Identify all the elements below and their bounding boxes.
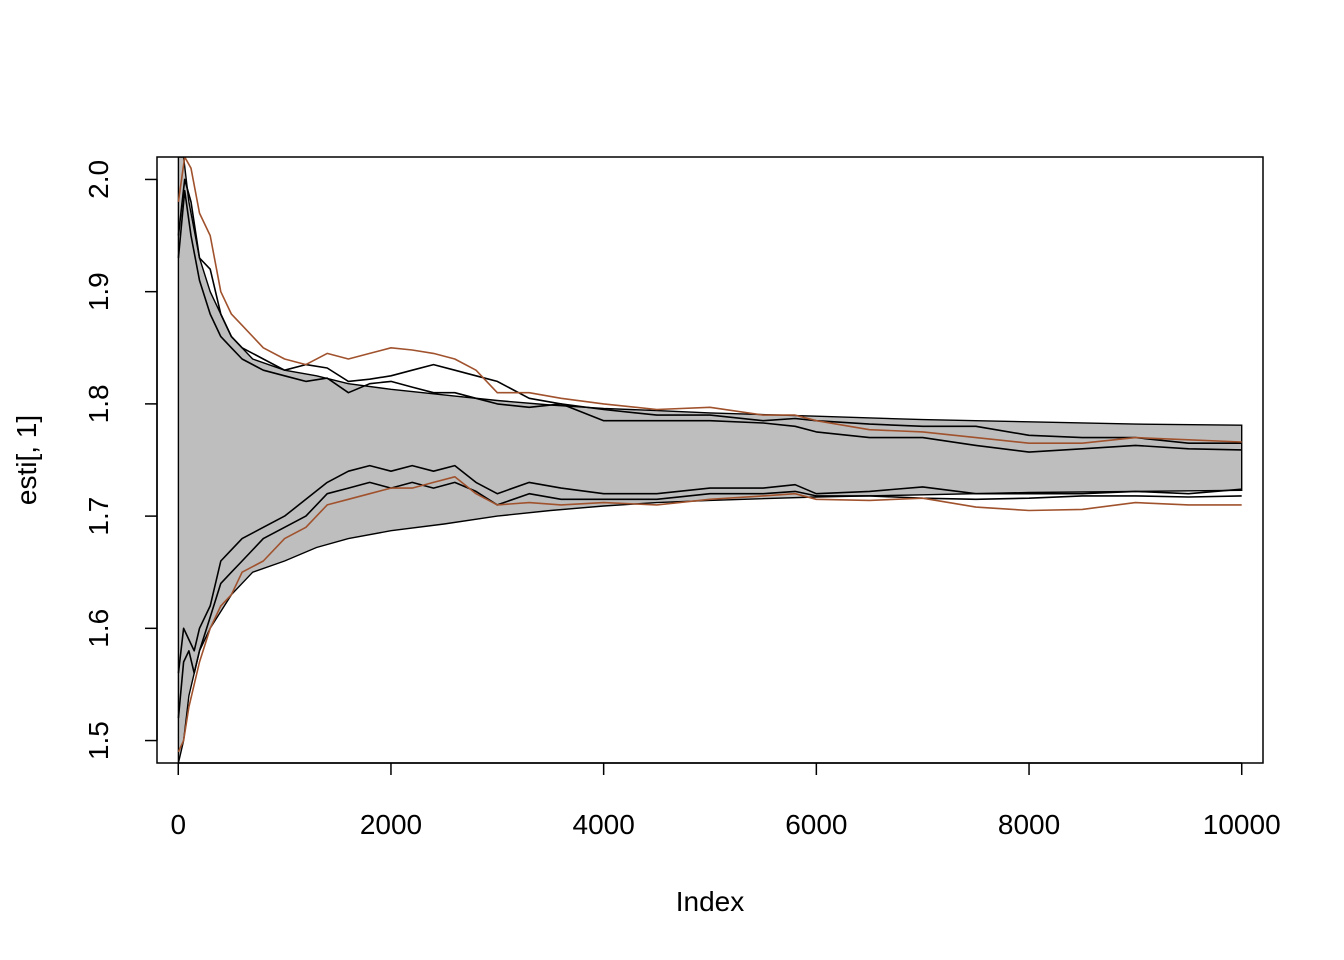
- x-tick-label: 10000: [1203, 809, 1281, 840]
- confidence-band: [177, 157, 1243, 763]
- confidence-band-layer: [177, 157, 1243, 763]
- series-line-1: [177, 178, 1242, 445]
- x-tick-label: 2000: [360, 809, 422, 840]
- y-tick-label: 1.5: [83, 721, 114, 760]
- y-tick-label: 1.9: [83, 272, 114, 311]
- y-tick-label: 1.8: [83, 384, 114, 423]
- series-line-6: [177, 475, 1242, 753]
- x-axis-label: Index: [676, 886, 745, 917]
- y-tick-label: 2.0: [83, 160, 114, 199]
- series-line-4: [177, 464, 1242, 674]
- series-line-2: [177, 189, 1242, 453]
- x-tick-label: 0: [170, 809, 186, 840]
- x-tick-label: 8000: [998, 809, 1060, 840]
- y-tick-label: 1.6: [83, 609, 114, 648]
- series-line-3: [177, 157, 1242, 445]
- x-tick-label: 6000: [785, 809, 847, 840]
- x-axis: 0 2000 4000 6000 8000 10000: [170, 762, 1281, 840]
- y-tick-label: 1.7: [83, 497, 114, 536]
- x-tick-label: 4000: [573, 809, 635, 840]
- y-axis-label: esti[, 1]: [11, 415, 42, 505]
- y-axis: 1.5 1.6 1.7 1.8 1.9 2.0: [83, 160, 158, 760]
- series-layer: [177, 157, 1242, 753]
